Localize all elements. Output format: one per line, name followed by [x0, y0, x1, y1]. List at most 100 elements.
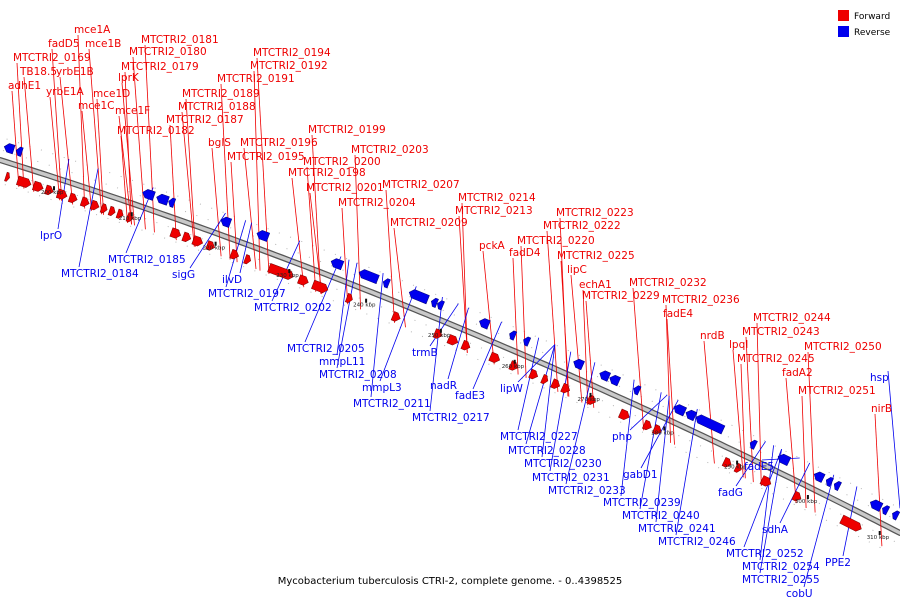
reverse-feature [749, 439, 758, 450]
forward-gene-label: MTCTRI2_0244 [753, 312, 831, 324]
forward-connector [311, 134, 322, 294]
forward-gene-label: MTCTRI2_0181 [141, 34, 219, 46]
genome-backbone [0, 157, 900, 536]
reverse-feature [437, 300, 445, 311]
forward-gene-label: MTCTRI2_0225 [557, 250, 635, 262]
reverse-connector [743, 449, 782, 548]
forward-gene-label: MTCTRI2_0199 [308, 124, 386, 136]
reverse-connector [370, 273, 384, 398]
reverse-feature [431, 297, 439, 308]
forward-legend-swatch [838, 10, 849, 21]
dotted-tracks [0, 138, 900, 554]
reverse-feature [695, 414, 726, 435]
forward-gene-label: MTCTRI2_0198 [288, 167, 366, 179]
forward-connector [124, 71, 132, 225]
forward-gene-label: MTCTRI2_0188 [178, 101, 256, 113]
reverse-gene-label: MTCTRI2_0217 [412, 412, 490, 424]
forward-gene-label: mce1B [85, 38, 121, 50]
forward-gene-label: MTCTRI2_0192 [250, 60, 328, 72]
forward-connector [16, 62, 25, 189]
forward-feature [43, 184, 54, 196]
forward-gene-label: MTCTRI2_0196 [240, 137, 318, 149]
forward-feature [586, 394, 596, 405]
forward-gene-label: mce1D [93, 88, 130, 100]
map-caption: Mycobacterium tuberculosis CTRI-2, compl… [277, 576, 623, 587]
forward-gene-label: MTCTRI2_0179 [121, 61, 199, 73]
reverse-gene-label: MTCTRI2_0240 [622, 510, 700, 522]
forward-connector [666, 318, 675, 445]
forward-gene-label: MTCTRI2_0187 [166, 114, 244, 126]
tick-mark [214, 241, 217, 246]
tick-mark [663, 426, 666, 431]
forward-feature [191, 235, 204, 247]
tick-mark [288, 269, 291, 273]
reverse-feature [825, 477, 834, 488]
reverse-connector [675, 408, 698, 536]
forward-gene-label: MTCTRI2_0182 [117, 125, 195, 137]
reverse-feature [573, 358, 585, 371]
forward-connector [120, 135, 128, 224]
forward-feature [390, 311, 401, 322]
reverse-feature [892, 510, 900, 521]
reverse-connector [620, 379, 635, 497]
forward-feature [344, 292, 353, 304]
forward-feature [205, 240, 216, 251]
forward-gene-label: nirB [871, 403, 892, 415]
forward-connector [385, 189, 395, 323]
forward-connector [520, 245, 527, 378]
tick-mark [439, 328, 442, 333]
reverse-feature [813, 471, 826, 483]
forward-connector [230, 161, 238, 263]
forward-connector [211, 147, 222, 257]
reverse-feature [673, 404, 688, 417]
reverse-connector [429, 296, 443, 412]
forward-feature [115, 208, 124, 219]
reverse-gene-label: PPE2 [825, 557, 851, 569]
reverse-gene-label: sdhA [762, 524, 789, 536]
forward-connector [51, 48, 63, 201]
reverse-connector [759, 449, 782, 574]
forward-feature [432, 328, 443, 339]
forward-gene-label: yrbE1B [56, 66, 94, 78]
forward-feature [460, 339, 471, 351]
forward-gene-label: MTCTRI2_0189 [182, 88, 260, 100]
reverse-gene-label: php [612, 431, 632, 443]
forward-connector [512, 257, 519, 375]
backbone-line [0, 158, 900, 535]
forward-gene-label: lipC [567, 264, 587, 276]
tick-label: 300 kbp [795, 499, 818, 505]
forward-gene-label: MTCTRI2_0232 [629, 277, 707, 289]
feature-track [3, 143, 900, 532]
forward-connector [461, 202, 468, 353]
forward-connector [560, 260, 570, 397]
forward-feature [169, 227, 182, 239]
label-connectors [11, 34, 900, 588]
forward-gene-label: MTCTRI2_0204 [338, 197, 416, 209]
reverse-feature [256, 230, 271, 242]
forward-connector [874, 413, 883, 547]
reverse-connector [379, 286, 417, 382]
reverse-feature [358, 269, 380, 285]
forward-gene-label: MTCTRI2_0223 [556, 207, 634, 219]
reverse-gene-label: MTCTRI2_0208 [319, 369, 397, 381]
forward-connector [570, 274, 583, 403]
forward-connector [665, 304, 671, 443]
forward-feature [32, 180, 44, 192]
tick-mark [513, 359, 516, 364]
reverse-connector [447, 307, 469, 380]
reverse-gene-label: sigG [172, 269, 195, 281]
tick-label: 280 kbp [651, 430, 674, 436]
forward-connector [81, 110, 92, 211]
reverse-feature [777, 453, 792, 467]
forward-connector [703, 340, 715, 464]
forward-feature [618, 408, 630, 420]
reverse-gene-label: MTCTRI2_0254 [742, 561, 820, 573]
forward-feature [311, 279, 329, 294]
forward-connector [11, 90, 20, 188]
reverse-connector [629, 394, 668, 431]
tick-mark [365, 298, 368, 303]
reverse-connector [735, 441, 766, 487]
forward-gene-label: mce1A [74, 24, 111, 36]
reverse-connector [887, 370, 900, 509]
forward-feature [181, 231, 192, 243]
